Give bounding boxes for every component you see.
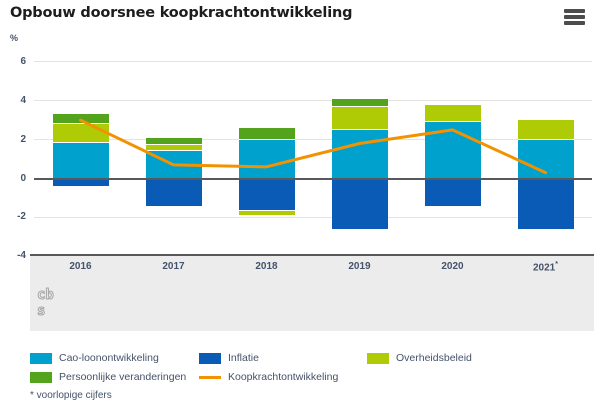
bar-segment-2021*-inflatie[interactable] bbox=[517, 178, 574, 230]
legend-label: Overheidsbeleid bbox=[396, 352, 472, 364]
bar-segment-2020-overheidsbeleid[interactable] bbox=[424, 104, 481, 123]
bar-segment-2018-overheidsbeleid[interactable] bbox=[238, 209, 295, 216]
legend-swatch-cao-icon bbox=[30, 353, 52, 364]
x-axis-category-label: 2020 bbox=[441, 261, 464, 272]
legend-label: Inflatie bbox=[228, 352, 259, 364]
bar-segment-2021*-cao-loonontwikkeling[interactable] bbox=[517, 139, 574, 179]
bar-segment-2016-overheidsbeleid[interactable] bbox=[52, 124, 109, 144]
y-axis-unit-label: % bbox=[10, 33, 19, 43]
x-axis-category-label: 2017 bbox=[162, 261, 185, 272]
bar-segment-2019-inflatie[interactable] bbox=[331, 178, 388, 230]
footnote: * voorlopige cijfers bbox=[30, 390, 112, 401]
gridline bbox=[34, 100, 592, 102]
zero-axis-line bbox=[34, 177, 592, 180]
x-axis-category-label: 2016 bbox=[69, 261, 92, 272]
bar-segment-2018-persoonlijke-veranderingen[interactable] bbox=[238, 127, 295, 140]
y-axis-tick-label: 0 bbox=[20, 172, 26, 184]
chart-menu-button[interactable] bbox=[564, 9, 586, 27]
bar-segment-2016-cao-loonontwikkeling[interactable] bbox=[52, 143, 109, 179]
legend-label: Koopkrachtontwikkeling bbox=[228, 371, 339, 383]
bar-segment-2017-inflatie[interactable] bbox=[145, 178, 202, 206]
bar-segment-2020-cao-loonontwikkeling[interactable] bbox=[424, 122, 481, 179]
svg-text:cb: cb bbox=[37, 287, 54, 303]
y-axis-tick-label: 2 bbox=[20, 133, 26, 145]
y-axis-tick-label: -2 bbox=[17, 211, 26, 223]
bar-segment-2016-persoonlijke-veranderingen[interactable] bbox=[52, 114, 109, 125]
bar-segment-2019-overheidsbeleid[interactable] bbox=[331, 106, 388, 130]
bar-segment-2021*-overheidsbeleid[interactable] bbox=[517, 120, 574, 140]
bar-segment-2019-cao-loonontwikkeling[interactable] bbox=[331, 129, 388, 179]
bar-segment-2016-inflatie[interactable] bbox=[52, 178, 109, 187]
legend-label: Cao-loonontwikkeling bbox=[59, 352, 159, 364]
y-axis-tick-label: 6 bbox=[20, 55, 26, 67]
x-axis-category-label: 2019 bbox=[348, 261, 371, 272]
legend-label: Persoonlijke veranderingen bbox=[59, 371, 187, 383]
hamburger-icon bbox=[564, 9, 586, 25]
x-axis-category-label: 2021* bbox=[533, 261, 558, 274]
bar-segment-2020-inflatie[interactable] bbox=[424, 178, 481, 206]
bar-segment-2017-overheidsbeleid[interactable] bbox=[145, 145, 202, 152]
chart-title: Opbouw doorsnee koopkrachtontwikkeling bbox=[10, 5, 353, 21]
gridline bbox=[34, 216, 592, 218]
bar-segment-2017-persoonlijke-veranderingen[interactable] bbox=[145, 137, 202, 146]
legend-swatch-inflatie-icon bbox=[199, 353, 221, 364]
legend-line-swatch-icon bbox=[199, 376, 221, 379]
legend-swatch-persoonlijke-icon bbox=[30, 372, 52, 383]
bar-segment-2018-cao-loonontwikkeling[interactable] bbox=[238, 139, 295, 179]
gridline bbox=[34, 61, 592, 63]
legend-swatch-overheidsbeleid-icon bbox=[367, 353, 389, 364]
cbs-logo: cb s bbox=[37, 287, 55, 320]
gridline bbox=[34, 139, 592, 141]
bar-segment-2017-cao-loonontwikkeling[interactable] bbox=[145, 151, 202, 179]
y-axis-tick-label: -4 bbox=[17, 250, 26, 262]
svg-text:s: s bbox=[37, 303, 45, 319]
bar-segment-2019-persoonlijke-veranderingen[interactable] bbox=[331, 98, 388, 107]
bar-segment-2018-inflatie[interactable] bbox=[238, 178, 295, 210]
x-axis-category-label: 2018 bbox=[255, 261, 278, 272]
y-axis-tick-label: 4 bbox=[20, 94, 26, 106]
x-axis-band bbox=[30, 254, 594, 331]
